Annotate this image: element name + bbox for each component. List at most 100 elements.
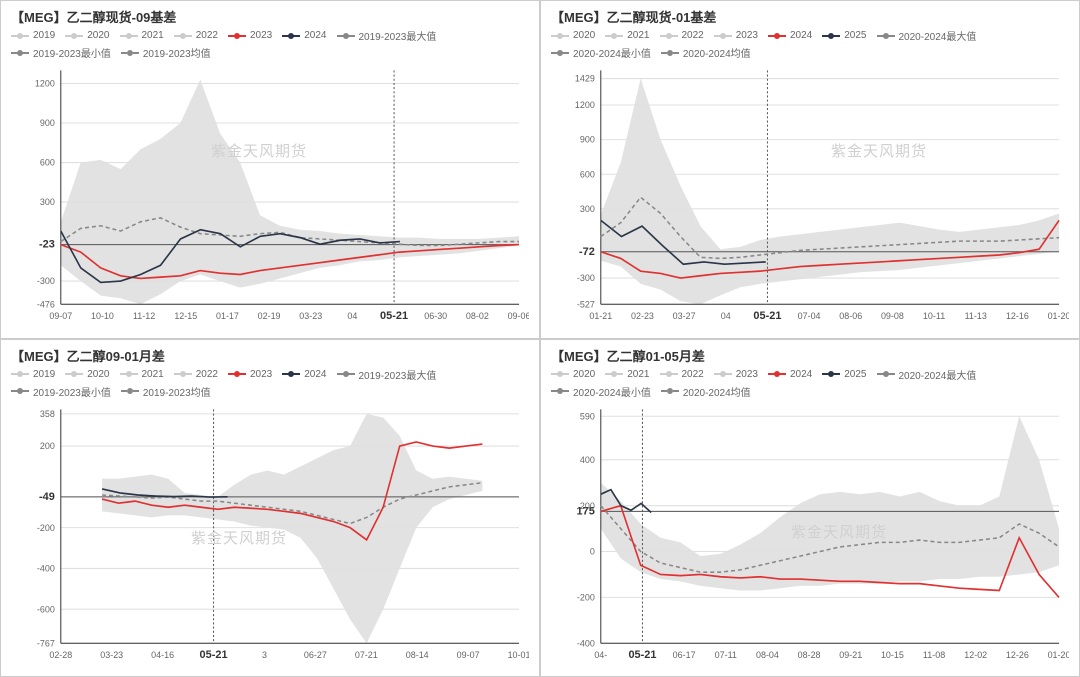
legend-item: 2025 bbox=[822, 367, 866, 382]
legend-swatch bbox=[551, 49, 569, 57]
svg-text:-300: -300 bbox=[577, 273, 595, 283]
svg-text:08-04: 08-04 bbox=[756, 649, 779, 659]
legend-item: 2023 bbox=[228, 367, 272, 382]
legend-swatch bbox=[337, 370, 355, 378]
svg-text:11-08: 11-08 bbox=[923, 649, 945, 659]
legend-swatch bbox=[605, 370, 623, 378]
legend-label: 2023 bbox=[736, 369, 758, 380]
legend-swatch bbox=[11, 32, 29, 40]
legend-item: 2019-2023最大值 bbox=[337, 367, 437, 382]
legend-item: 2019-2023最小值 bbox=[11, 45, 111, 60]
legend-item: 2024 bbox=[282, 28, 326, 43]
legend-label: 2020 bbox=[87, 369, 109, 380]
legend-swatch bbox=[822, 32, 840, 40]
svg-text:400: 400 bbox=[580, 454, 595, 464]
legend-item: 2022 bbox=[660, 28, 704, 43]
legend-swatch bbox=[551, 32, 569, 40]
legend-swatch bbox=[877, 32, 895, 40]
svg-text:3: 3 bbox=[262, 649, 267, 659]
panel-title: 【MEG】乙二醇现货-01基差 bbox=[551, 7, 1069, 26]
legend-label: 2021 bbox=[627, 30, 649, 41]
svg-text:590: 590 bbox=[580, 411, 595, 421]
legend-item: 2023 bbox=[228, 28, 272, 43]
legend-item: 2020-2024均值 bbox=[661, 384, 751, 399]
legend-label: 2020-2024最大值 bbox=[899, 28, 977, 43]
legend-label: 2023 bbox=[250, 30, 272, 41]
legend-label: 2022 bbox=[682, 30, 704, 41]
legend-item: 2019 bbox=[11, 367, 55, 382]
svg-text:04: 04 bbox=[721, 311, 731, 321]
legend-label: 2025 bbox=[844, 369, 866, 380]
legend-swatch bbox=[65, 32, 83, 40]
legend-label: 2019-2023均值 bbox=[143, 384, 211, 399]
legend-swatch bbox=[282, 32, 300, 40]
svg-text:04-16: 04-16 bbox=[151, 649, 174, 659]
legend-swatch bbox=[11, 387, 29, 395]
legend-swatch bbox=[551, 370, 569, 378]
legend-item: 2019-2023均值 bbox=[121, 45, 211, 60]
legend-label: 2019 bbox=[33, 369, 55, 380]
svg-text:02-19: 02-19 bbox=[258, 311, 281, 321]
panel-tr: 【MEG】乙二醇现货-01基差 202020212022202320242025… bbox=[540, 0, 1080, 339]
legend-label: 2024 bbox=[790, 30, 812, 41]
svg-text:358: 358 bbox=[40, 408, 55, 418]
legend-item: 2025 bbox=[822, 28, 866, 43]
svg-text:-767: -767 bbox=[37, 638, 55, 648]
svg-text:03-23: 03-23 bbox=[100, 649, 123, 659]
legend-swatch bbox=[768, 370, 786, 378]
legend-item: 2024 bbox=[768, 367, 812, 382]
svg-text:06-17: 06-17 bbox=[673, 649, 696, 659]
panel-br: 【MEG】乙二醇01-05月差 202020212022202320242025… bbox=[540, 339, 1080, 677]
legend-label: 2020 bbox=[573, 30, 595, 41]
svg-text:09-08: 09-08 bbox=[881, 311, 904, 321]
legend-label: 2020 bbox=[87, 30, 109, 41]
legend-item: 2019-2023最大值 bbox=[337, 28, 437, 43]
svg-text:12-02: 12-02 bbox=[964, 649, 987, 659]
legend-label: 2020-2024最小值 bbox=[573, 384, 651, 399]
legend-item: 2024 bbox=[282, 367, 326, 382]
legend-swatch bbox=[661, 387, 679, 395]
legend-item: 2022 bbox=[660, 367, 704, 382]
legend-label: 2019-2023最小值 bbox=[33, 45, 111, 60]
panel-title: 【MEG】乙二醇09-01月差 bbox=[11, 346, 529, 365]
legend-swatch bbox=[11, 370, 29, 378]
legend-label: 2023 bbox=[250, 369, 272, 380]
legend-item: 2021 bbox=[605, 28, 649, 43]
chart-svg: -476-300-23300600900120009-0710-1011-121… bbox=[11, 62, 529, 334]
panel-legend: 2020202120222023202420252020-2024最大值2020… bbox=[551, 28, 1069, 60]
legend-swatch bbox=[174, 32, 192, 40]
legend-label: 2022 bbox=[196, 369, 218, 380]
legend-swatch bbox=[11, 49, 29, 57]
svg-text:-400: -400 bbox=[577, 638, 595, 648]
legend-item: 2021 bbox=[605, 367, 649, 382]
legend-label: 2022 bbox=[682, 369, 704, 380]
legend-item: 2023 bbox=[714, 367, 758, 382]
legend-label: 2021 bbox=[142, 30, 164, 41]
svg-text:05-21: 05-21 bbox=[753, 310, 781, 322]
panel-legend: 2019202020212022202320242019-2023最大值2019… bbox=[11, 367, 529, 399]
svg-text:200: 200 bbox=[40, 441, 55, 451]
svg-text:04-: 04- bbox=[594, 649, 607, 659]
svg-text:600: 600 bbox=[580, 169, 595, 179]
svg-text:02-23: 02-23 bbox=[631, 311, 654, 321]
svg-text:11-12: 11-12 bbox=[133, 311, 155, 321]
svg-text:1200: 1200 bbox=[35, 78, 55, 88]
svg-text:07-11: 07-11 bbox=[715, 649, 737, 659]
legend-swatch bbox=[121, 387, 139, 395]
svg-text:05-21: 05-21 bbox=[628, 648, 656, 660]
svg-text:10-01: 10-01 bbox=[508, 649, 529, 659]
legend-item: 2019-2023均值 bbox=[121, 384, 211, 399]
legend-label: 2020-2024最小值 bbox=[573, 45, 651, 60]
legend-label: 2019-2023最大值 bbox=[359, 28, 437, 43]
legend-label: 2020-2024均值 bbox=[683, 384, 751, 399]
svg-text:10-11: 10-11 bbox=[923, 311, 945, 321]
panel-legend: 2019202020212022202320242019-2023最大值2019… bbox=[11, 28, 529, 60]
legend-label: 2019 bbox=[33, 30, 55, 41]
svg-text:05-21: 05-21 bbox=[380, 310, 408, 322]
svg-text:600: 600 bbox=[40, 157, 55, 167]
svg-text:-200: -200 bbox=[577, 592, 595, 602]
svg-text:08-28: 08-28 bbox=[798, 649, 821, 659]
svg-text:12-26: 12-26 bbox=[1006, 649, 1029, 659]
legend-swatch bbox=[714, 370, 732, 378]
svg-text:06-30: 06-30 bbox=[424, 311, 447, 321]
